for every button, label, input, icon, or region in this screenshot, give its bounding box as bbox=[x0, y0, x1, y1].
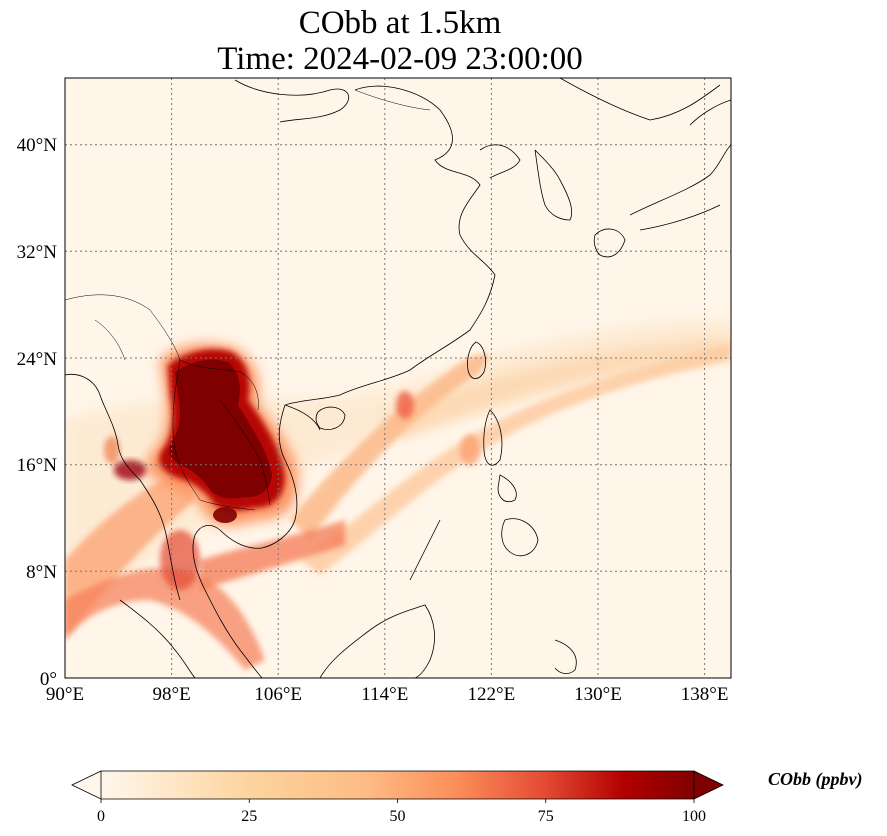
co-plume-indochina-core bbox=[114, 343, 299, 526]
colorbar-tick-label: 75 bbox=[538, 808, 554, 825]
map-plot-area bbox=[65, 78, 731, 678]
lat-tick-label: 0° bbox=[40, 669, 57, 690]
lat-tick-label: 40°N bbox=[17, 135, 58, 156]
lat-tick-label: 24°N bbox=[17, 349, 58, 370]
lat-tick-label: 8°N bbox=[26, 562, 57, 583]
lon-tick-label: 130°E bbox=[574, 684, 622, 705]
lon-tick-label: 114°E bbox=[361, 684, 408, 705]
country-borders bbox=[65, 89, 431, 511]
map-title-line2: Time: 2024-02-09 23:00:00 bbox=[217, 41, 583, 77]
lon-tick-label: 122°E bbox=[468, 684, 516, 705]
colorbar-label: CObb (ppbv) bbox=[768, 769, 863, 789]
co-plume-bay-of-bengal bbox=[65, 436, 265, 670]
lat-tick-labels: 0° 8°N 16°N 24°N 32°N 40°N bbox=[17, 135, 58, 690]
lon-tick-label: 138°E bbox=[681, 684, 729, 705]
lon-tick-label: 98°E bbox=[152, 684, 190, 705]
lon-tick-labels: 90°E 98°E 106°E 114°E 122°E 130°E 138°E bbox=[46, 684, 729, 705]
colorbar-tick-label: 0 bbox=[97, 808, 105, 825]
lat-tick-label: 16°N bbox=[17, 455, 58, 476]
map-frame bbox=[64, 77, 732, 679]
lon-tick-label: 106°E bbox=[254, 684, 302, 705]
lon-tick-label: 90°E bbox=[46, 684, 84, 705]
colorbar-gradient bbox=[101, 771, 694, 799]
map-gridlines bbox=[65, 78, 731, 678]
colorbar-tick-label: 50 bbox=[390, 808, 406, 825]
colorbar-extend-low bbox=[71, 770, 102, 800]
map-title-line1: CObb at 1.5km bbox=[298, 5, 502, 41]
coastlines bbox=[65, 78, 731, 678]
co-plume-south-china-sea bbox=[200, 345, 730, 590]
colorbar-tick-label: 25 bbox=[241, 808, 257, 825]
lat-tick-label: 32°N bbox=[17, 242, 58, 263]
colorbar-tick-label: 100 bbox=[682, 808, 706, 825]
colorbar-extend-high bbox=[693, 770, 724, 800]
colorbar: 0 25 50 75 100 bbox=[71, 770, 724, 825]
